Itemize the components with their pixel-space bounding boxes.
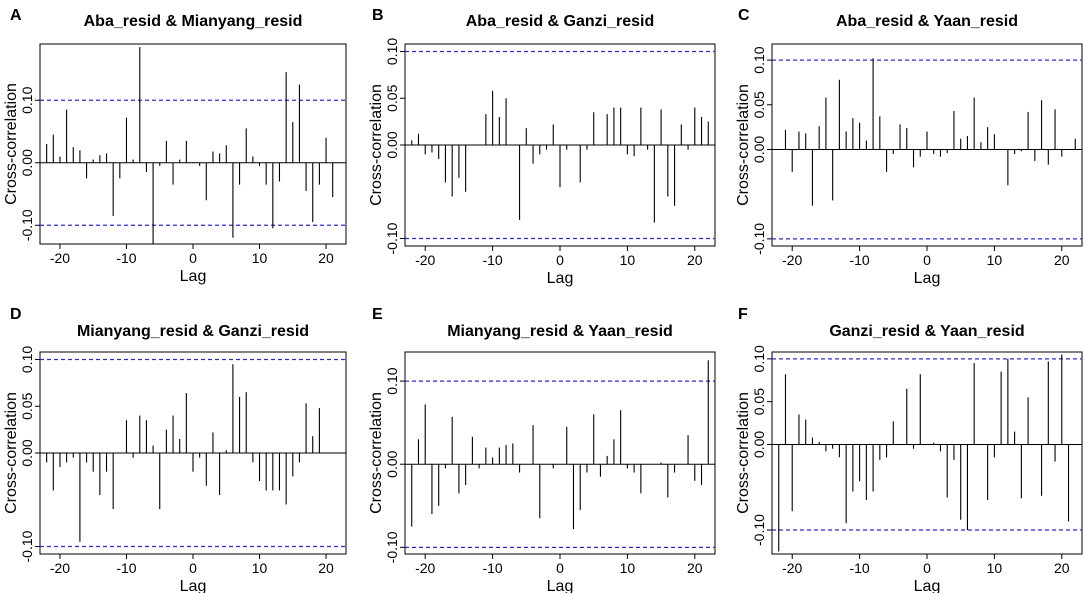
y-tick-label: 0.00 — [751, 136, 767, 163]
y-axis-label: Cross-correlation — [3, 392, 20, 514]
x-tick-label: 0 — [923, 560, 931, 576]
y-axis-label: Cross-correlation — [368, 392, 385, 514]
y-axis-label: Cross-correlation — [735, 392, 752, 514]
y-tick-label: 0.00 — [384, 131, 400, 158]
y-axis-label: Cross-correlation — [368, 84, 385, 206]
x-tick-label: -20 — [415, 560, 435, 576]
x-tick-label: 10 — [987, 252, 1003, 268]
x-axis-label: Lag — [547, 270, 574, 287]
x-axis-label: Lag — [180, 268, 207, 285]
panel-letter: F — [738, 306, 748, 323]
y-tick-label: 0.10 — [384, 367, 400, 394]
panel-letter: B — [372, 7, 384, 24]
x-axis-label: Lag — [914, 578, 941, 593]
y-tick-label: 0.00 — [19, 439, 35, 466]
chart-title: Mianyang_resid & Yaan_resid — [447, 323, 673, 340]
x-tick-label: -10 — [482, 560, 502, 576]
x-tick-label: 20 — [318, 560, 334, 576]
y-tick-label: 0.10 — [19, 346, 35, 373]
panel-letter: A — [10, 7, 22, 24]
y-tick-label: -0.10 — [751, 514, 767, 546]
x-tick-label: 10 — [620, 560, 636, 576]
x-tick-label: 10 — [620, 252, 636, 268]
x-tick-label: -10 — [849, 252, 869, 268]
x-tick-label: -10 — [849, 560, 869, 576]
x-tick-label: 20 — [1054, 560, 1070, 576]
panel-d: D Mianyang_resid & Ganzi_resid -20 -10 0 10 20… — [3, 306, 347, 593]
panel-letter: D — [10, 306, 22, 323]
y-tick-label: 0.00 — [384, 450, 400, 477]
x-tick-label: 10 — [252, 560, 268, 576]
x-tick-label: -10 — [482, 252, 502, 268]
x-axis-label: Lag — [180, 578, 207, 593]
panel-e: E Mianyang_resid & Yaan_resid -20 -10 0 10 20 -… — [368, 306, 716, 593]
y-tick-label: 0.05 — [751, 91, 767, 118]
x-tick-label: 0 — [189, 560, 197, 576]
y-tick-label: 0.10 — [751, 345, 767, 372]
panel-letter: C — [738, 7, 750, 24]
y-tick-label: 0.05 — [751, 388, 767, 415]
x-tick-label: -20 — [50, 250, 70, 266]
x-tick-label: 20 — [318, 250, 334, 266]
plot-frame — [404, 351, 716, 555]
x-tick-label: -20 — [415, 252, 435, 268]
x-tick-label: -20 — [782, 252, 802, 268]
panel-f: F Ganzi_resid & Yaan_resid -20 -10 0 10 20 -0.1… — [735, 306, 1083, 593]
x-tick-label: 10 — [987, 560, 1003, 576]
x-tick-label: 0 — [189, 250, 197, 266]
x-tick-label: 20 — [1054, 252, 1070, 268]
y-tick-label: 0.00 — [19, 149, 35, 176]
plot-frame — [771, 351, 1083, 555]
panel-letter: E — [372, 306, 383, 323]
y-axis-label: Cross-correlation — [3, 83, 20, 205]
chart-title: Aba_resid & Ganzi_resid — [466, 13, 655, 30]
y-tick-label: -0.10 — [384, 222, 400, 254]
x-tick-label: 0 — [556, 560, 564, 576]
y-tick-label: 0.10 — [19, 86, 35, 113]
y-axis-label: Cross-correlation — [735, 84, 752, 206]
x-tick-label: 20 — [687, 560, 703, 576]
y-tick-label: 0.10 — [751, 46, 767, 73]
x-tick-label: 10 — [252, 250, 268, 266]
chart-title: Aba_resid & Mianyang_resid — [84, 13, 303, 30]
y-tick-label: -0.10 — [19, 209, 35, 241]
y-tick-label: -0.10 — [751, 223, 767, 255]
x-tick-label: -20 — [50, 560, 70, 576]
panel-c: C Aba_resid & Yaan_resid -20 -10 0 10 20 -0.10 0… — [735, 7, 1083, 287]
x-axis-label: Lag — [914, 270, 941, 287]
panel-b: B Aba_resid & Ganzi_resid -20 -10 0 10 20 -0.10… — [368, 7, 716, 287]
x-tick-label: -10 — [116, 560, 136, 576]
y-tick-label: -0.10 — [19, 530, 35, 562]
x-tick-label: -20 — [782, 560, 802, 576]
y-tick-label: 0.05 — [19, 392, 35, 419]
chart-title: Ganzi_resid & Yaan_resid — [829, 323, 1024, 340]
x-axis-label: Lag — [547, 578, 574, 593]
y-tick-label: 0.00 — [751, 431, 767, 458]
chart-title: Aba_resid & Yaan_resid — [836, 13, 1018, 30]
x-tick-label: 20 — [687, 252, 703, 268]
panel-a: A Aba_resid & Mianyang_resid -20 -10 0 10 20 -0… — [3, 7, 347, 285]
x-tick-label: 0 — [923, 252, 931, 268]
chart-title: Mianyang_resid & Ganzi_resid — [77, 323, 309, 340]
y-tick-label: -0.10 — [384, 531, 400, 563]
y-tick-label: 0.05 — [384, 84, 400, 111]
x-tick-label: 0 — [556, 252, 564, 268]
plot-frame — [39, 43, 347, 245]
x-tick-label: -10 — [116, 250, 136, 266]
y-tick-label: 0.10 — [384, 38, 400, 65]
